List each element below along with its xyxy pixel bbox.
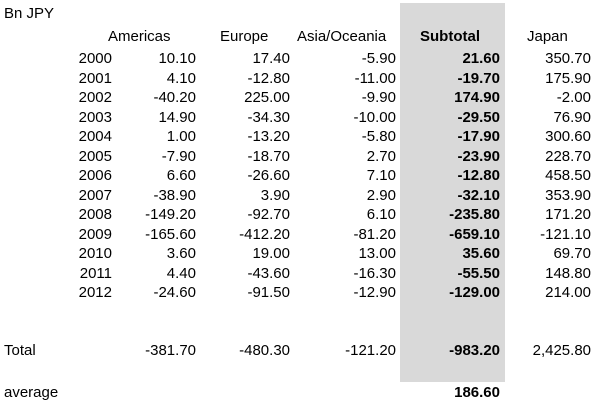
cell-americas: -38.90 [153,187,196,204]
header-asia-oceania: Asia/Oceania [297,28,387,45]
cell-americas: -40.20 [153,89,196,106]
cell-asia-oceania: -5.90 [361,50,396,67]
cell-subtotal: -55.50 [457,265,500,282]
cell-subtotal: 21.60 [462,50,500,67]
cell-year: 2001 [78,70,112,87]
cell-asia-oceania: -5.80 [361,128,396,145]
cell-europe: 17.40 [252,50,290,67]
cell-europe: -34.30 [247,109,290,126]
cell-asia-oceania: -11.00 [354,70,396,87]
cell-japan: 175.90 [545,70,591,87]
cell-asia-oceania: -16.30 [353,265,396,282]
cell-japan: -121.10 [540,226,591,243]
cell-americas: 4.10 [166,70,196,87]
cell-europe: -18.70 [247,148,290,165]
average-value: 186.60 [454,384,500,401]
cell-year: 2010 [78,245,112,262]
cell-japan: 171.20 [545,206,591,223]
cell-europe: 19.00 [252,245,290,262]
cell-year: 2009 [78,226,112,243]
cell-europe: -26.60 [247,167,290,184]
total-label: Total [4,342,36,359]
cell-asia-oceania: -81.20 [353,226,396,243]
cell-europe: -412.20 [239,226,290,243]
cell-japan: 353.90 [545,187,591,204]
cell-subtotal: -235.80 [449,206,500,223]
cell-europe: 225.00 [244,89,290,106]
cell-americas: -24.60 [153,284,196,301]
cell-japan: -2.00 [556,89,591,106]
cell-americas: -149.20 [145,206,196,223]
cell-americas: 1.00 [166,128,196,145]
cell-year: 2004 [78,128,112,145]
cell-year: 2002 [78,89,112,106]
unit-label: Bn JPY [4,5,55,22]
cell-subtotal: -32.10 [457,187,500,204]
cell-europe: -91.50 [247,284,290,301]
cell-year: 2006 [78,167,112,184]
cell-japan: 228.70 [545,148,591,165]
cell-americas: 3.60 [166,245,196,262]
cell-europe: -43.60 [247,265,290,282]
cell-subtotal: 35.60 [462,245,500,262]
cell-year: 2011 [79,265,112,282]
cell-japan: 69.70 [553,245,591,262]
total-subtotal: -983.20 [449,342,500,359]
cell-americas: 4.40 [166,265,196,282]
cell-asia-oceania: -12.90 [353,284,396,301]
cell-japan: 214.00 [545,284,591,301]
header-americas: Americas [108,28,171,45]
cell-asia-oceania: 7.10 [366,167,396,184]
cell-europe: 3.90 [260,187,290,204]
cell-americas: -7.90 [161,148,196,165]
subtotal-column-highlight [400,3,505,382]
total-americas: -381.70 [145,342,196,359]
cell-subtotal: -12.80 [457,167,500,184]
cell-japan: 350.70 [545,50,591,67]
cell-year: 2005 [78,148,112,165]
cell-asia-oceania: -10.00 [353,109,396,126]
header-subtotal: Subtotal [420,28,480,45]
header-japan: Japan [527,28,568,45]
cell-year: 2000 [78,50,112,67]
cell-asia-oceania: 2.70 [366,148,396,165]
cell-europe: -92.70 [247,206,290,223]
cell-americas: -165.60 [145,226,196,243]
total-asia-oceania: -121.20 [345,342,396,359]
header-europe: Europe [220,28,269,45]
cell-americas: 6.60 [166,167,196,184]
cell-year: 2003 [78,109,112,126]
cell-asia-oceania: -9.90 [361,89,396,106]
cell-year: 2007 [78,187,112,204]
cell-subtotal: -659.10 [449,226,500,243]
cell-subtotal: -19.70 [457,70,500,87]
cell-asia-oceania: 6.10 [366,206,396,223]
cell-europe: -12.80 [247,70,290,87]
cell-asia-oceania: 13.00 [358,245,396,262]
cell-americas: 14.90 [158,109,196,126]
cell-subtotal: -17.90 [457,128,500,145]
cell-europe: -13.20 [247,128,290,145]
cell-subtotal: -29.50 [457,109,500,126]
average-label: average [4,384,59,401]
cell-year: 2008 [78,206,112,223]
cell-year: 2012 [78,284,112,301]
total-japan: 2,425.80 [532,342,591,359]
cell-americas: 10.10 [158,50,196,67]
cell-japan: 300.60 [545,128,591,145]
cell-subtotal: 174.90 [454,89,500,106]
cell-asia-oceania: 2.90 [366,187,396,204]
cell-japan: 458.50 [545,167,591,184]
cell-subtotal: -23.90 [457,148,500,165]
cell-japan: 148.80 [545,265,591,282]
cell-japan: 76.90 [553,109,591,126]
cell-subtotal: -129.00 [449,284,500,301]
total-europe: -480.30 [239,342,290,359]
